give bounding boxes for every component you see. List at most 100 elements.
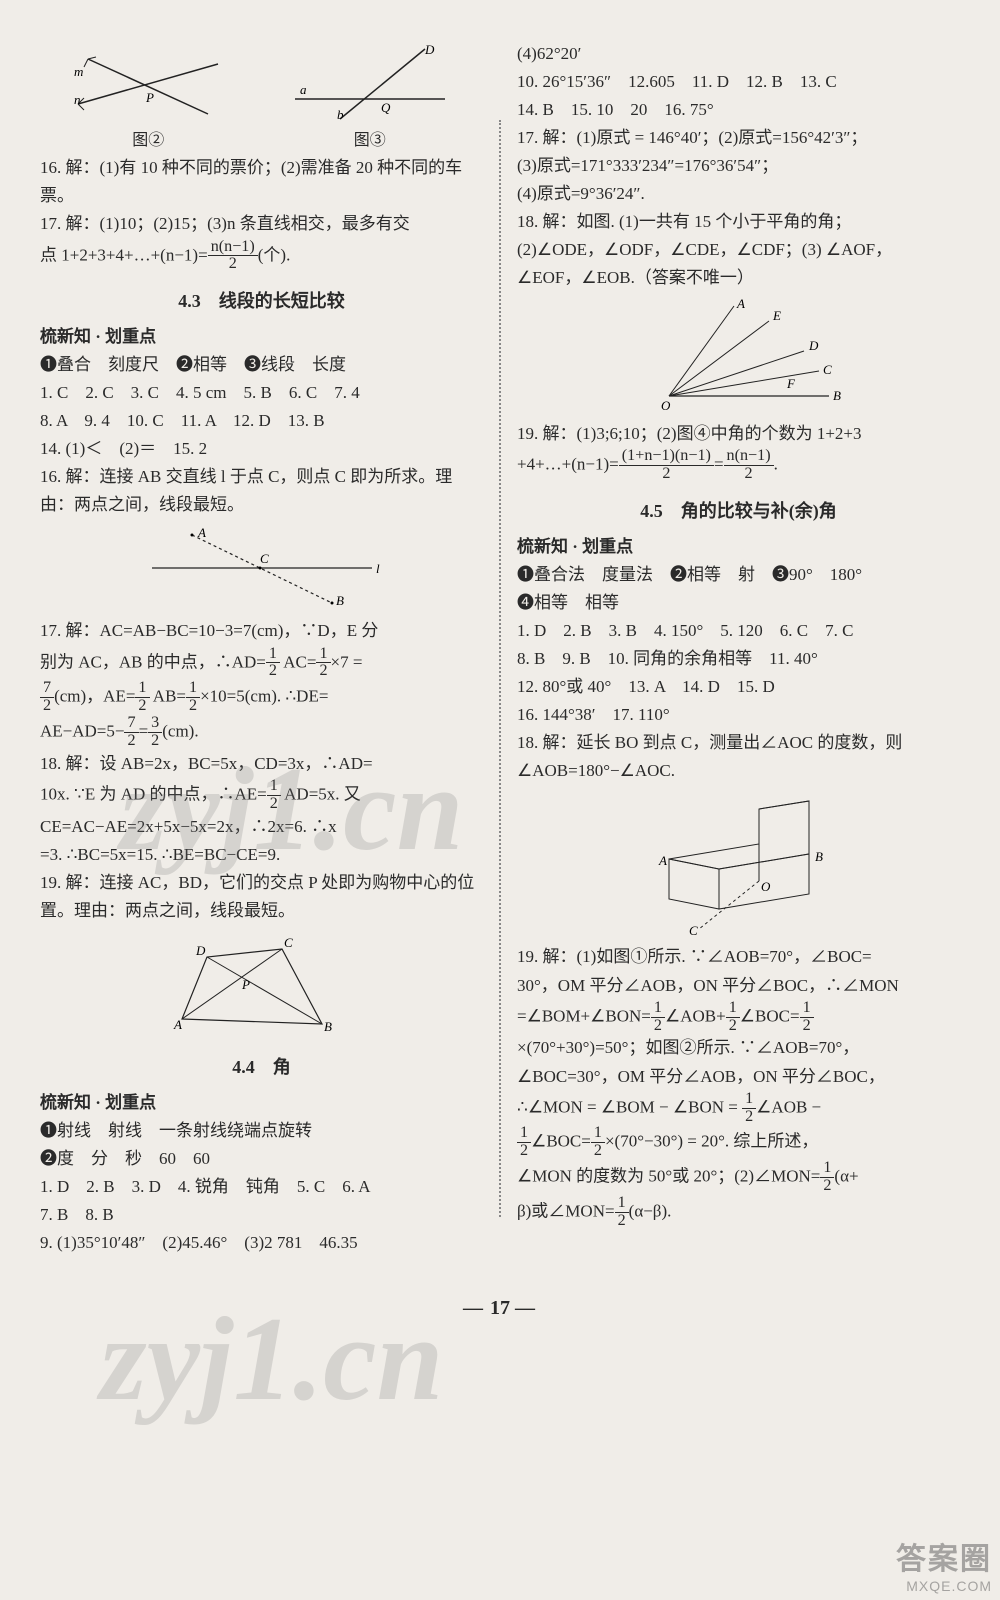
svg-text:A: A	[736, 296, 745, 311]
frac-half-r4: 12	[742, 1091, 756, 1126]
figure-quadrilateral: A B C D P	[152, 929, 372, 1039]
subhead-43: 梳新知 · 划重点	[40, 323, 483, 351]
figure-line-l: A C l B	[132, 523, 392, 613]
svg-text:O: O	[661, 398, 671, 413]
kp45-2: ❹相等 相等	[517, 589, 960, 617]
q18a: 18. 解：设 AB=2x，BC=5x，CD=3x，∴AD=	[40, 750, 483, 778]
p19s-d: ×(70°+30°)=50°；如图②所示. ∵∠AOB=70°，	[517, 1034, 960, 1062]
svg-text:D: D	[424, 44, 435, 57]
svg-text:D: D	[808, 338, 819, 353]
svg-text:C: C	[284, 935, 293, 950]
subhead-44: 梳新知 · 划重点	[40, 1089, 483, 1117]
svg-text:C: C	[260, 551, 269, 566]
svg-text:D: D	[195, 943, 206, 958]
q17c-d: AE−AD=5−72=32(cm).	[40, 715, 483, 750]
row45-1: 1. D 2. B 3. B 4. 150° 5. 120 6. C 7. C	[517, 617, 960, 645]
row43-3: 14. (1)＜ (2)＝ 15. 2	[40, 435, 483, 463]
fig2-label: 图②	[68, 128, 228, 154]
figure-3d-block: A B O C	[609, 789, 869, 939]
frac-half-2: 12	[316, 646, 330, 681]
q16: 16. 解：(1)有 10 种不同的票价；(2)需准备 20 种不同的车票。	[40, 154, 483, 210]
svg-text:B: B	[324, 1019, 332, 1034]
q18c: CE=AC−AE=2x+5x−5x=2x，∴2x=6. ∴x	[40, 813, 483, 841]
svg-text:P: P	[241, 977, 250, 992]
frac-r2: n(n−1)2	[724, 448, 774, 483]
p19r-a: 19. 解：(1)3;6;10；(2)图④中角的个数为 1+2+3	[517, 420, 960, 448]
svg-text:n: n	[74, 92, 81, 107]
kp43-1: ❶叠合 刻度尺 ❷相等 ❸线段 长度	[40, 351, 483, 379]
p19s-c: =∠BOM+∠BON=12∠AOB+12∠BOC=12	[517, 1000, 960, 1035]
subhead-45: 梳新知 · 划重点	[517, 533, 960, 561]
q17c-a: 17. 解：AC=AB−BC=10−3=7(cm)，∵D，E 分	[40, 617, 483, 645]
p17r: 17. 解：(1)原式 = 146°40′；(2)原式=156°42′3″；	[517, 124, 960, 152]
svg-text:P: P	[145, 90, 154, 105]
p19s-h: ∠MON 的度数为 50°或 20°；(2)∠MON=12(α+	[517, 1160, 960, 1195]
q18d: =3. ∴BC=5x=15. ∴BE=BC−CE=9.	[40, 841, 483, 869]
corner-big: 答案圈	[896, 1534, 992, 1578]
p17r-b: (3)原式=171°333′234″=176°36′54″；	[517, 152, 960, 180]
frac-half-r3: 12	[800, 1000, 814, 1035]
svg-text:l: l	[376, 561, 380, 576]
frac-r1: (1+n−1)(n−1)2	[619, 448, 714, 483]
svg-text:b: b	[337, 107, 344, 122]
page: zyj1.cn zyj1.cn m n P 图②	[40, 40, 960, 1257]
p19s-i: β)或∠MON=12(α−β).	[517, 1195, 960, 1230]
row45-4: 16. 144°38′ 17. 110°	[517, 701, 960, 729]
p18s-a: 18. 解：延长 BO 到点 C，测量出∠AOC 的度数，则	[517, 729, 960, 757]
fig3-label: 图③	[285, 128, 455, 154]
q17c-b: 别为 AC，AB 的中点，∴AD=12 AC=12×7 =	[40, 646, 483, 681]
p18r-b: (2)∠ODE，∠ODF，∠CDE，∠CDF；(3) ∠AOF，	[517, 236, 960, 264]
row45-2: 8. B 9. B 10. 同角的余角相等 11. 40°	[517, 645, 960, 673]
q17-b-post: (个).	[258, 245, 291, 264]
q17-a: 17. 解：(1)10；(2)15；(3)n 条直线相交，最多有交	[40, 210, 483, 238]
svg-text:A: A	[197, 525, 206, 540]
frac-half-r6: 12	[591, 1125, 605, 1160]
q17c-c: 72(cm)，AE=12 AB=12×10=5(cm). ∴DE=	[40, 680, 483, 715]
p18r-a: 18. 解：如图. (1)一共有 15 个小于平角的角；	[517, 208, 960, 236]
kp45-1: ❶叠合法 度量法 ❷相等 射 ❸90° 180°	[517, 561, 960, 589]
page-footer: — 17 —	[0, 1297, 1000, 1320]
row-r1: 10. 26°15′36″ 12.605 11. D 12. B 13. C	[517, 68, 960, 96]
row44-1: 1. D 2. B 3. D 4. 锐角 钝角 5. C 6. A	[40, 1173, 483, 1201]
p17r-c: (4)原式=9°36′24″.	[517, 180, 960, 208]
frac-half-r1: 12	[651, 1000, 665, 1035]
frac-half-1: 12	[266, 646, 280, 681]
q18b: 10x. ∵E 为 AD 的中点，∴AE=12 AD=5x. 又	[40, 778, 483, 813]
svg-text:B: B	[815, 849, 823, 864]
row43-1: 1. C 2. C 3. C 4. 5 cm 5. B 6. C 7. 4	[40, 379, 483, 407]
frac-half-3: 12	[135, 680, 149, 715]
p19s-b: 30°，OM 平分∠AOB，ON 平分∠BOC，∴∠MON	[517, 972, 960, 1000]
p19s-a: 19. 解：(1)如图①所示. ∵∠AOB=70°，∠BOC=	[517, 943, 960, 971]
frac-half-r7: 12	[820, 1160, 834, 1195]
svg-text:A: A	[658, 853, 667, 868]
section-4-5-title: 4.5 角的比较与补(余)角	[517, 497, 960, 527]
section-4-4-title: 4.4 角	[40, 1053, 483, 1083]
svg-text:A: A	[173, 1017, 182, 1032]
q19: 19. 解：连接 AC，BD，它们的交点 P 处即为购物中心的位置。理由：两点之…	[40, 869, 483, 925]
corner-stamp: 答案圈 MXQE.COM	[896, 1534, 992, 1594]
svg-text:m: m	[74, 64, 83, 79]
p19s-e: ∠BOC=30°，OM 平分∠AOB，ON 平分∠BOC，	[517, 1063, 960, 1091]
figure-2: m n P 图②	[68, 40, 228, 154]
q16b: 16. 解：连接 AB 交直线 l 于点 C，则点 C 即为所求。理由：两点之间…	[40, 463, 483, 519]
frac-half-5: 12	[267, 778, 281, 813]
svg-text:B: B	[833, 388, 841, 403]
svg-text:B: B	[336, 593, 344, 608]
p18s-b: ∠AOB=180°−∠AOC.	[517, 757, 960, 785]
p18r-c: ∠EOF，∠EOB.（答案不唯一）	[517, 264, 960, 292]
svg-text:a: a	[300, 82, 307, 97]
row44-3: 9. (1)35°10′48″ (2)45.46° (3)2 781 46.35	[40, 1229, 483, 1257]
svg-text:O: O	[761, 879, 771, 894]
svg-text:C: C	[689, 923, 698, 938]
p19s-g: 12∠BOC=12×(70°−30°) = 20°. 综上所述，	[517, 1125, 960, 1160]
q17-b-pre: 点 1+2+3+4+…+(n−1)=	[40, 245, 208, 264]
frac-half-4: 12	[186, 680, 200, 715]
kp44-1: ❶射线 射线 一条射线绕端点旋转	[40, 1117, 483, 1145]
figure-3: D a b Q 图③	[285, 40, 455, 154]
right-column: (4)62°20′ 10. 26°15′36″ 12.605 11. D 12.…	[517, 40, 960, 1257]
frac-half-r8: 12	[615, 1195, 629, 1230]
svg-text:C: C	[823, 362, 832, 377]
frac-7-2b: 72	[124, 715, 138, 750]
row44-2: 7. B 8. B	[40, 1201, 483, 1229]
figure-rays: O B A E D C F	[629, 296, 849, 416]
